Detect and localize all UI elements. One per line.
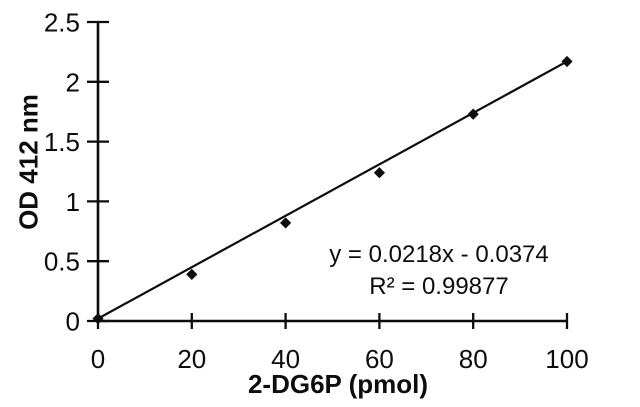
x-axis-title: 2-DG6P (pmol) [247,369,429,399]
y-tick-label: 2.5 [44,8,80,38]
data-point-marker [280,217,292,229]
y-tick-label: 0 [66,307,80,337]
data-point-marker [561,55,573,68]
x-tick-label: 80 [459,344,488,374]
data-point-marker [186,268,198,280]
x-tick-label: 20 [177,344,206,374]
data-point-marker [92,313,104,325]
trendline-annotation: y = 0.0218x - 0.0374 R² = 0.99877 [329,239,549,303]
y-tick-label: 0.5 [44,247,80,277]
x-tick-label: 60 [365,344,394,374]
y-tick-label: 2 [66,67,80,97]
data-point-marker [467,108,479,120]
y-tick-label: 1.5 [44,127,80,157]
y-tick-label: 1 [66,187,80,217]
y-axis-title: OD 412 nm [13,94,44,230]
trendline-equation: y = 0.0218x - 0.0374 [329,241,549,268]
data-point-marker [373,167,385,179]
x-tick-label: 0 [91,344,105,374]
r-squared-label: R² = 0.99877 [369,273,509,300]
trendline [97,60,568,320]
x-tick-label: 100 [545,344,588,374]
x-tick-label: 40 [271,344,300,374]
